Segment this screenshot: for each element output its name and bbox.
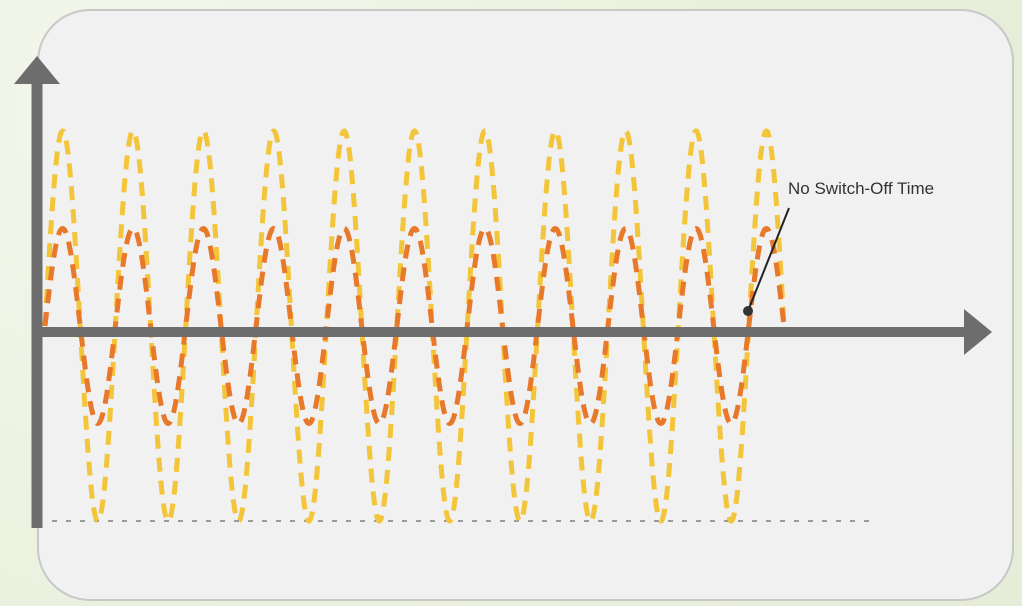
x-axis-arrow-icon: [964, 309, 992, 355]
annotation-marker: [743, 306, 753, 316]
annotation-leader-line: [747, 207, 790, 312]
outer-wave-series: [42, 128, 787, 524]
inner-wave-series: [42, 225, 787, 427]
y-axis-arrow-icon: [14, 56, 60, 84]
annotation-label: No Switch-Off Time: [788, 179, 934, 198]
